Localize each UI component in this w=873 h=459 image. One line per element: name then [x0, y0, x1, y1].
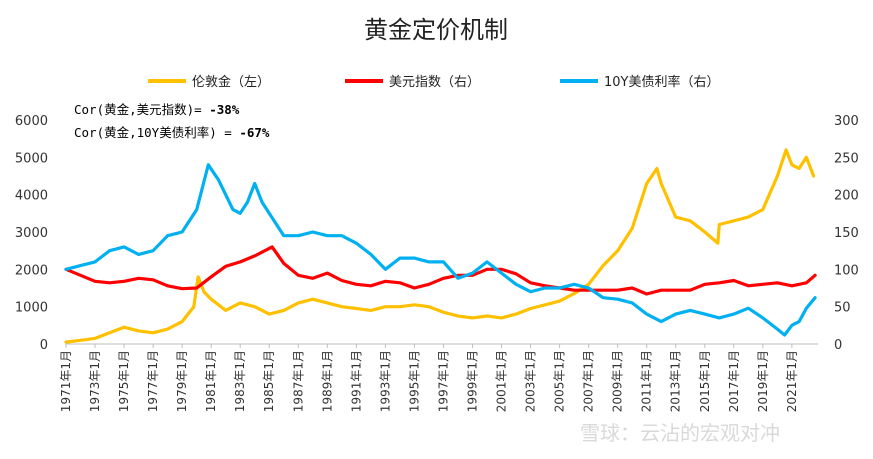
y-right-tick-label: 0 [834, 338, 842, 353]
x-tick-label: 1971年1月 [59, 350, 73, 412]
gold-series-line [64, 148, 816, 344]
svg-text:Cor(黄金,10Y美债利率) = -67%: Cor(黄金,10Y美债利率) = -67% [74, 125, 270, 140]
x-tick-label: 1973年1月 [88, 350, 102, 412]
dxy-series-line [64, 245, 817, 296]
x-axis: 1971年1月 1973年1月 1975年1月 1977年1月 1979年1月 1981年… [59, 343, 818, 412]
x-tick-label: 2001年1月 [495, 350, 509, 412]
y-right-tick-label: 250 [834, 151, 859, 166]
x-tick-label: 2009年1月 [611, 350, 625, 412]
legend-item-ust10y: 10Y美债利率（右） [560, 74, 719, 90]
x-tick-label: 2013年1月 [669, 350, 683, 412]
annotation-value: -38% [209, 102, 240, 117]
legend-item-gold: 伦敦金（左） [148, 74, 270, 90]
legend-label: 伦敦金（左） [192, 74, 270, 90]
legend-label: 美元指数（右） [389, 75, 480, 90]
y-right-tick-label: 200 [834, 189, 859, 204]
x-tick-label: 2003年1月 [524, 350, 538, 412]
x-tick-label: 2017年1月 [727, 350, 741, 412]
y-axis-left: 0 1000 2000 3000 4000 5000 6000 [15, 114, 48, 353]
y-left-tick-label: 3000 [15, 226, 48, 241]
x-tick-label: 2019年1月 [756, 350, 770, 412]
x-tick-label: 1981年1月 [204, 350, 218, 412]
x-tick-label: 1977年1月 [146, 350, 160, 412]
x-tick-label: 2011年1月 [640, 350, 654, 412]
x-tick-label: 1999年1月 [465, 350, 479, 412]
x-tick-label: 1975年1月 [117, 350, 131, 412]
series-layer [64, 148, 817, 344]
y-right-tick-label: 100 [834, 263, 859, 278]
legend: 伦敦金（左） 美元指数（右） 10Y美债利率（右） [148, 74, 719, 90]
ust10y-series-line [64, 163, 817, 337]
watermark-text: 雪球：云沾的宏观对冲 [580, 421, 780, 445]
y-left-tick-label: 4000 [15, 189, 48, 204]
chart-title: 黄金定价机制 [364, 16, 508, 44]
y-right-tick-label: 300 [834, 114, 859, 129]
x-tick-label: 2021年1月 [785, 350, 799, 412]
y-right-tick-label: 50 [834, 301, 851, 316]
svg-text:Cor(黄金,美元指数)= -38%: Cor(黄金,美元指数)= -38% [74, 102, 240, 117]
x-tick-label: 1993年1月 [378, 350, 392, 412]
x-tick-label: 1983年1月 [233, 350, 247, 412]
x-tick-label: 1995年1月 [407, 350, 421, 412]
annotation-prefix: Cor(黄金,10Y美债利率) = [74, 125, 239, 140]
y-right-tick-label: 150 [834, 226, 859, 241]
y-left-tick-label: 5000 [15, 151, 48, 166]
annotation-cor-gold-10y: Cor(黄金,10Y美债利率) = -67% [74, 125, 270, 140]
x-tick-label: 2015年1月 [698, 350, 712, 412]
x-tick-label: 1991年1月 [349, 350, 363, 412]
legend-item-dxy: 美元指数（右） [345, 75, 480, 90]
y-left-tick-label: 1000 [15, 301, 48, 316]
annotation-prefix: Cor(黄金,美元指数)= [74, 102, 209, 117]
y-left-tick-label: 2000 [15, 263, 48, 278]
y-axis-right: 0 50 100 150 200 250 300 [834, 114, 859, 353]
x-tick-label: 2007年1月 [582, 350, 596, 412]
x-tick-label: 1997年1月 [436, 350, 450, 412]
x-tick-label: 1979年1月 [175, 350, 189, 412]
annotation-value: -67% [239, 125, 270, 140]
y-left-tick-label: 0 [40, 338, 48, 353]
y-left-tick-label: 6000 [15, 114, 48, 129]
x-tick-label: 1987年1月 [291, 350, 305, 412]
annotation-cor-gold-dxy: Cor(黄金,美元指数)= -38% [74, 102, 240, 117]
x-tick-label: 2005年1月 [553, 350, 567, 412]
x-tick-label: 1989年1月 [320, 350, 334, 412]
x-tick-label: 1985年1月 [262, 350, 276, 412]
legend-label: 10Y美债利率（右） [604, 74, 719, 90]
